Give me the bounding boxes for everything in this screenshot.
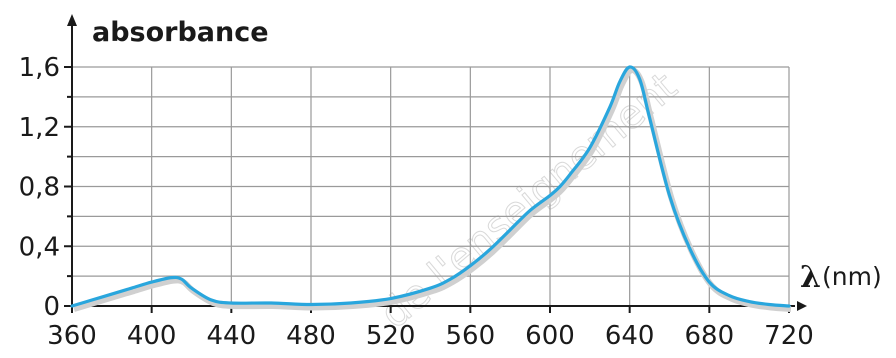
x-tick-label-600: 600 bbox=[525, 321, 575, 351]
y-tick-label-1: 0,4 bbox=[19, 232, 60, 262]
x-tick-label-680: 680 bbox=[685, 321, 735, 351]
y-axis-arrow bbox=[67, 14, 77, 26]
y-tick-label-2: 0,8 bbox=[19, 173, 60, 203]
x-axis-arrow bbox=[797, 301, 807, 311]
x-tick-label-640: 640 bbox=[605, 321, 655, 351]
plot-area bbox=[70, 65, 792, 312]
x-tick-label-720: 720 bbox=[764, 321, 814, 351]
x-tick-label-440: 440 bbox=[207, 321, 257, 351]
tick-labels: 360 400 440 480 520 560 600 640 680 720 0 0,4 0,8 1,2… bbox=[19, 53, 814, 351]
y-tick-label-4: 1,6 bbox=[19, 53, 60, 83]
x-tick-label-520: 520 bbox=[366, 321, 416, 351]
x-tick-label-360: 360 bbox=[47, 321, 97, 351]
y-axis-title: absorbance bbox=[92, 17, 269, 48]
x-tick-label-480: 480 bbox=[286, 321, 336, 351]
series-line-0 bbox=[70, 65, 791, 308]
x-axis-symbol: λ bbox=[800, 260, 821, 295]
x-axis-unit: (nm) bbox=[822, 262, 882, 291]
y-tick-label-0: 0 bbox=[43, 292, 60, 322]
x-tick-label-560: 560 bbox=[446, 321, 496, 351]
grid bbox=[71, 66, 790, 306]
y-tick-label-3: 1,2 bbox=[19, 113, 60, 143]
x-tick-label-400: 400 bbox=[127, 321, 177, 351]
